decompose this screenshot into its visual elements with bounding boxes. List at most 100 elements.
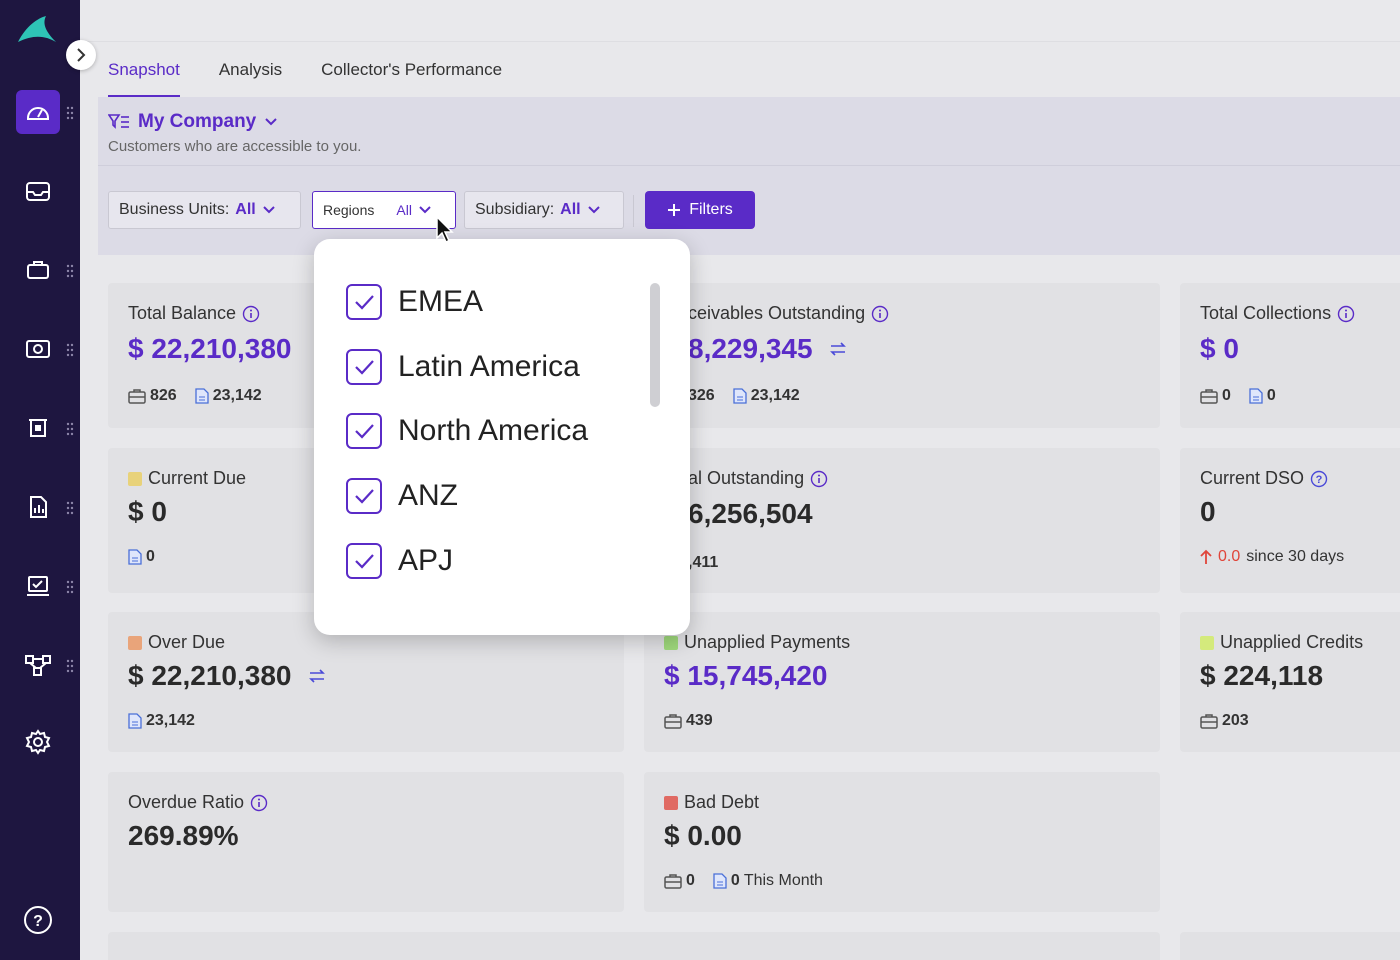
customer-count: 326: [688, 387, 715, 404]
workflow-nav-icon[interactable]: [16, 643, 60, 687]
customer-count: 0: [1222, 387, 1231, 404]
briefcase-nav-icon[interactable]: [16, 248, 60, 292]
card-value: $ 15,745,420: [664, 660, 828, 691]
checkbox-checked-icon[interactable]: [346, 349, 382, 385]
tab-analysis[interactable]: Analysis: [218, 60, 283, 79]
card-label: Total Collections: [1200, 303, 1332, 323]
region-label: ANZ: [398, 479, 458, 512]
drag-handle-icon[interactable]: [66, 659, 74, 673]
help-nav-icon[interactable]: ?: [16, 898, 60, 942]
tasks-nav-icon[interactable]: [16, 564, 60, 608]
invoice-count: 23,142: [212, 387, 262, 404]
drag-handle-icon[interactable]: [66, 580, 74, 594]
card-value: $ 224,118: [1200, 660, 1324, 691]
card-label: Over Due: [148, 632, 226, 652]
card-label: Total Balance: [128, 303, 237, 323]
info-icon[interactable]: [250, 794, 268, 812]
dashboard-nav-icon[interactable]: [16, 90, 60, 134]
invoice-icon: [713, 873, 727, 889]
receivables-outstanding-card[interactable]: ceivables Outstanding 8,229,345 326 23,1…: [644, 283, 1160, 428]
unapplied-payments-card[interactable]: Unapplied Payments $ 15,745,420 439: [644, 612, 1160, 752]
company-selector[interactable]: My Company: [108, 111, 278, 133]
dropdown-scrollbar[interactable]: [650, 283, 660, 407]
card-label: Unapplied Credits: [1220, 632, 1364, 652]
checkbox-checked-icon[interactable]: [346, 284, 382, 320]
region-option-emea[interactable]: EMEA: [346, 284, 483, 320]
arrow-up-icon: [1200, 549, 1212, 564]
bad-debt-card[interactable]: Bad Debt $ 0.00 0 0 This Month: [644, 772, 1160, 912]
svg-text:?: ?: [1316, 474, 1323, 486]
drag-handle-icon[interactable]: [66, 422, 74, 436]
info-icon[interactable]: [242, 305, 260, 323]
filter-label: Business Units:: [119, 201, 230, 218]
drag-handle-icon[interactable]: [66, 106, 74, 120]
chevron-right-icon: [77, 48, 86, 62]
over-due-card[interactable]: Over Due $ 22,210,380 23,142: [108, 612, 624, 752]
region-option-latin-america[interactable]: Latin America: [346, 349, 580, 385]
sidebar-expand-button[interactable]: [66, 40, 96, 70]
card-label: Current DSO: [1200, 468, 1305, 488]
total-outstanding-card[interactable]: al Outstanding 6,256,504 ,411: [644, 448, 1160, 593]
card-label: Current Due: [148, 468, 247, 488]
customer-count: 826: [150, 387, 177, 404]
swap-icon[interactable]: [829, 342, 847, 356]
inbox-nav-icon[interactable]: [16, 169, 60, 213]
customer-count: ,411: [688, 554, 719, 571]
invoice-period: This Month: [743, 872, 823, 889]
invoice-icon: [128, 549, 142, 565]
region-option-anz[interactable]: ANZ: [346, 478, 458, 514]
customer-count: 203: [1222, 712, 1249, 729]
total-collections-card[interactable]: Total Collections $ 0 0 0: [1180, 283, 1400, 428]
business-units-filter[interactable]: Business Units: All: [108, 191, 301, 229]
region-label: APJ: [398, 544, 454, 577]
card-label: al Outstanding: [688, 468, 805, 488]
customer-count: 0: [686, 872, 695, 889]
filter-value: All: [396, 202, 412, 218]
drag-handle-icon[interactable]: [66, 264, 74, 278]
region-option-north-america[interactable]: North America: [346, 413, 588, 449]
drag-handle-icon[interactable]: [66, 501, 74, 515]
swap-icon[interactable]: [308, 669, 326, 683]
info-icon[interactable]: [871, 305, 889, 323]
add-filters-button[interactable]: Filters: [645, 191, 755, 229]
regions-filter[interactable]: Regions All: [312, 191, 456, 229]
region-option-apj[interactable]: APJ: [346, 543, 453, 579]
sidebar: ?: [0, 0, 80, 960]
overdue-ratio-card[interactable]: Overdue Ratio 269.89%: [108, 772, 624, 912]
current-dso-card[interactable]: Current DSO? 0 0.0 since 30 days: [1180, 448, 1400, 593]
info-icon[interactable]: [1337, 305, 1355, 323]
top-bar: [80, 0, 1400, 42]
filter-label: Subsidiary:: [475, 201, 555, 218]
card-value: 6,256,504: [688, 498, 813, 529]
card-label: ceivables Outstanding: [688, 303, 866, 323]
filter-value: All: [235, 201, 256, 218]
card-value: 8,229,345: [688, 333, 813, 364]
cash-nav-icon[interactable]: [16, 406, 60, 450]
card-label: Bad Debt: [684, 792, 760, 812]
checkbox-checked-icon[interactable]: [346, 413, 382, 449]
help-icon[interactable]: ?: [1310, 470, 1328, 488]
over-due-swatch: [128, 635, 142, 650]
reports-nav-icon[interactable]: [16, 485, 60, 529]
chevron-down-icon: [263, 206, 275, 214]
drag-handle-icon[interactable]: [66, 343, 74, 357]
checkbox-checked-icon[interactable]: [346, 478, 382, 514]
tab-collectors-performance[interactable]: Collector's Performance: [321, 60, 503, 79]
tab-snapshot[interactable]: Snapshot: [108, 52, 180, 98]
invoice-count: 0: [1266, 387, 1276, 404]
customers-icon: [664, 714, 682, 729]
invoice-icon: [195, 388, 209, 404]
checkbox-checked-icon[interactable]: [346, 543, 382, 579]
subsidiary-filter[interactable]: Subsidiary: All: [464, 191, 624, 229]
regions-dropdown: EMEA Latin America North America ANZ APJ: [314, 239, 690, 635]
next-row-card: [1180, 932, 1400, 960]
chevron-down-icon: [419, 206, 431, 214]
settings-nav-icon[interactable]: [16, 720, 60, 764]
customer-count: 439: [686, 712, 713, 729]
divider: [633, 195, 634, 227]
payments-nav-icon[interactable]: [16, 327, 60, 371]
card-value: $ 0.00: [664, 820, 742, 851]
unapplied-credits-card[interactable]: Unapplied Credits $ 224,118 203: [1180, 612, 1400, 752]
info-icon[interactable]: [810, 470, 828, 488]
